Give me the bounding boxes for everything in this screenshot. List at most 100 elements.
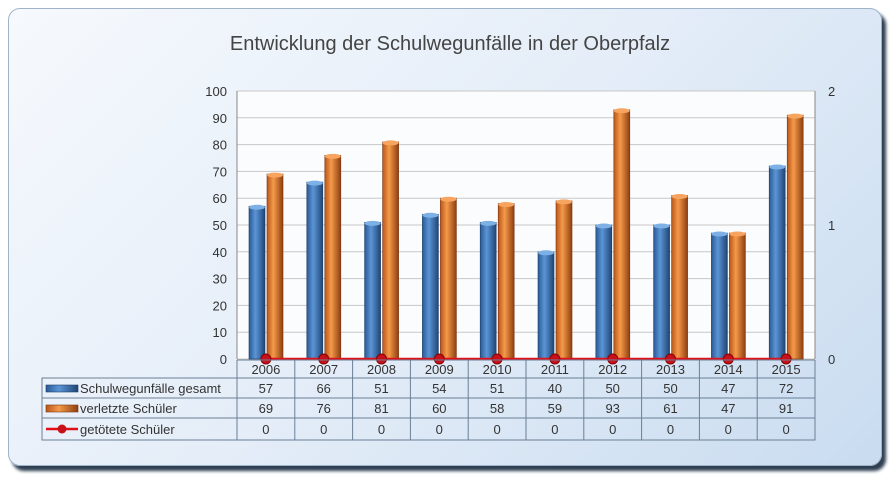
bar-top [267,172,283,178]
table-cell: 0 [262,422,269,437]
table-cell: 58 [490,401,504,416]
legend-key [45,404,79,413]
bar-verletzte [555,200,573,360]
bar-gesamt [248,205,266,360]
x-tick-label: 2011 [541,362,569,377]
table-cell: 93 [605,401,619,416]
table-cell: 0 [320,422,327,437]
line-marker [665,353,676,365]
bar-top [440,196,457,202]
table-cell: 0 [551,422,558,437]
table-cell: 0 [436,422,443,437]
chart-title: Entwicklung der Schulwegunfälle in der O… [230,33,670,55]
y-tick-label: 20 [213,298,227,313]
bar-verletzte [613,109,631,360]
y-tick-label: 90 [213,111,227,126]
bar-top [249,204,265,210]
bar-gesamt [306,181,324,360]
legend-key [45,384,79,393]
bar-verletzte [266,173,284,360]
x-tick-label: 2013 [656,362,685,377]
legend-label: verletzte Schüler [80,401,177,416]
bar-verletzte [729,232,746,360]
y2-tick-label: 1 [828,218,835,233]
bar-top [480,220,497,226]
bar-top [653,223,670,229]
x-tick-label: 2014 [714,362,743,377]
line-marker [376,353,387,365]
line-marker [549,353,561,365]
legend-label: Schulwegunfälle gesamt [80,381,221,396]
y-tick-label: 30 [213,272,227,287]
x-tick-label: 2006 [251,362,280,377]
bar-top [498,202,515,208]
line-marker [260,353,272,365]
bar-gesamt [422,213,439,360]
legend-label: getötete Schüler [80,422,175,437]
bar-top [324,153,341,159]
table-cell: 59 [548,401,562,416]
bar-verletzte [497,203,515,360]
x-tick-label: 2012 [598,362,627,377]
bar-top [595,223,612,229]
bar-top [556,199,572,205]
line-marker [318,353,330,365]
bar-verletzte [440,197,457,360]
y-tick-label: 10 [213,325,227,340]
table-cell: 0 [782,422,789,437]
bar-top [306,180,323,186]
x-tick-label: 2007 [309,362,338,377]
bar-top [364,220,381,226]
table-cell: 51 [490,381,504,396]
table-cell: 50 [663,381,677,396]
bar-verletzte [324,155,342,360]
table-cell: 72 [779,381,793,396]
x-tick-label: 2009 [425,362,454,377]
line-marker [491,353,503,365]
bar-gesamt [768,165,786,360]
bar-top [787,113,804,119]
y2-tick-label: 2 [828,84,835,99]
table-cell: 57 [259,381,273,396]
bar-top [382,140,399,146]
table-cell: 51 [374,381,388,396]
table-cell: 81 [374,401,388,416]
bar-top [671,194,688,200]
table-cell: 0 [725,422,732,437]
bar-gesamt [711,232,728,360]
table-cell: 47 [721,381,735,396]
bar-top [613,108,630,114]
y-tick-label: 40 [213,245,227,260]
table-cell: 47 [721,401,735,416]
y-tick-label: 0 [220,352,227,367]
table-cell: 76 [316,401,330,416]
y-tick-label: 60 [213,191,227,206]
y2-tick-label: 0 [828,352,835,367]
line-marker [433,353,445,365]
legend-key-marker [57,424,67,434]
table-cell: 40 [548,381,562,396]
table-cell: 0 [493,422,500,437]
y-tick-label: 70 [213,164,227,179]
table-cell: 69 [259,401,273,416]
x-tick-label: 2015 [772,362,801,377]
bar-verletzte [382,141,399,360]
bar-gesamt [653,224,670,360]
y-tick-label: 80 [213,138,227,153]
table-cell: 50 [605,381,619,396]
table-cell: 91 [779,401,793,416]
table-cell: 54 [432,381,446,396]
line-marker [722,353,734,365]
line-marker [607,353,619,365]
bar-top [422,212,439,218]
bar-top [729,231,746,237]
bar-top [538,250,554,256]
bar-verletzte [671,195,688,360]
table-cell: 0 [609,422,616,437]
table-cell: 0 [378,422,385,437]
table-cell: 0 [667,422,674,437]
line-marker [780,353,792,365]
bar-verletzte [786,114,804,360]
x-tick-label: 2008 [367,362,396,377]
